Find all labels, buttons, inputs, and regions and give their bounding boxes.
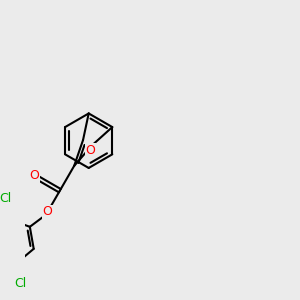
Text: Cl: Cl [14,278,26,290]
Text: O: O [43,206,52,218]
Text: O: O [86,144,96,157]
Text: Cl: Cl [0,192,11,205]
Text: O: O [29,169,39,182]
